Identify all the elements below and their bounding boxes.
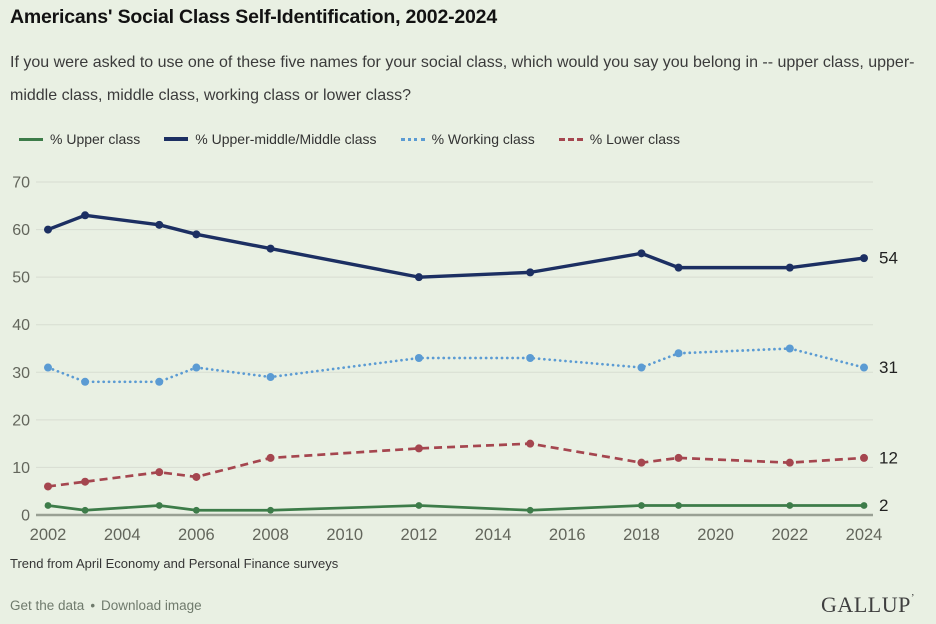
x-tick-label: 2016	[549, 526, 586, 544]
data-point-working-2015[interactable]	[526, 354, 535, 363]
data-point-upper-2019[interactable]	[675, 502, 682, 509]
data-point-working-2005[interactable]	[155, 377, 164, 386]
y-tick-label: 50	[12, 270, 30, 287]
y-tick-label: 40	[12, 317, 30, 334]
page-title: Americans' Social Class Self-Identificat…	[10, 6, 497, 28]
data-point-lower-2015[interactable]	[526, 439, 535, 448]
data-point-upper-2018[interactable]	[638, 502, 645, 509]
x-tick-label: 2006	[178, 526, 215, 544]
y-tick-label: 60	[12, 222, 30, 239]
data-point-lower-2005[interactable]	[155, 468, 164, 477]
data-point-upper-2008[interactable]	[267, 506, 274, 514]
data-point-working-2002[interactable]	[44, 363, 52, 372]
legend-item-lower-class: % Lower class	[558, 131, 681, 147]
data-point-middle-2005[interactable]	[155, 220, 164, 229]
data-point-middle-2006[interactable]	[192, 230, 201, 239]
data-point-upper-2012[interactable]	[415, 502, 423, 509]
legend-label: % Lower class	[589, 131, 681, 147]
data-point-middle-2019[interactable]	[674, 263, 683, 272]
data-point-lower-2018[interactable]	[637, 458, 646, 467]
x-tick-label: 2018	[623, 526, 660, 544]
data-point-lower-2012[interactable]	[414, 444, 423, 453]
y-tick-label: 30	[12, 365, 30, 382]
series-end-label-lower: 12	[879, 448, 898, 467]
y-tick-label: 10	[12, 460, 30, 477]
y-tick-label: 0	[21, 508, 30, 525]
legend-item-upper-class: % Upper class	[19, 131, 140, 147]
data-point-working-2018[interactable]	[637, 363, 646, 372]
data-point-upper-2006[interactable]	[192, 506, 200, 514]
series-end-label-working: 31	[879, 358, 898, 377]
legend-swatch-lower-class-icon	[558, 137, 583, 141]
series-line-working	[46, 347, 866, 384]
data-point-upper-2024[interactable]	[860, 502, 868, 509]
series-end-label-middle: 54	[879, 249, 898, 268]
legend-item-working-class: % Working class	[400, 131, 535, 147]
series-line-lower	[47, 442, 865, 488]
legend-label: % Upper-middle/Middle class	[195, 131, 377, 147]
gallup-logo-trademark: ’	[910, 592, 915, 604]
x-tick-label: 2024	[846, 526, 883, 544]
data-point-middle-2024[interactable]	[860, 254, 868, 263]
x-tick-label: 2008	[252, 526, 289, 544]
legend-swatch-working-class-icon	[400, 137, 425, 141]
x-tick-label: 2022	[771, 526, 808, 544]
data-point-middle-2022[interactable]	[785, 263, 794, 272]
data-point-lower-2002[interactable]	[44, 482, 52, 491]
x-tick-label: 2020	[697, 526, 734, 544]
data-point-upper-2022[interactable]	[786, 502, 794, 509]
footer-links: Get the data • Download image	[10, 598, 202, 613]
legend-label: % Working class	[431, 131, 535, 147]
footer-links-separator: •	[90, 598, 96, 613]
data-point-upper-2002[interactable]	[44, 502, 52, 509]
legend-item-upper-middle-middle-class: % Upper-middle/Middle class	[164, 131, 377, 147]
legend-swatch-upper-class-icon	[19, 137, 43, 141]
data-point-lower-2003[interactable]	[81, 477, 90, 486]
legend-swatch-upper-middle-middle-class-icon	[164, 137, 189, 141]
x-tick-label: 2012	[401, 526, 438, 544]
y-tick-label: 70	[12, 175, 30, 192]
chart-legend: % Upper class % Upper-middle/Middle clas…	[19, 131, 680, 147]
data-point-upper-2005[interactable]	[155, 502, 163, 509]
x-tick-label: 2004	[104, 526, 141, 544]
data-point-middle-2015[interactable]	[526, 268, 535, 277]
data-point-working-2008[interactable]	[266, 373, 275, 382]
data-point-middle-2012[interactable]	[414, 273, 423, 282]
data-point-working-2019[interactable]	[674, 349, 683, 358]
data-point-middle-2002[interactable]	[44, 225, 52, 234]
x-tick-label: 2014	[475, 526, 512, 544]
data-point-upper-2003[interactable]	[81, 506, 89, 514]
get-the-data-link[interactable]: Get the data	[10, 598, 85, 613]
data-point-lower-2006[interactable]	[192, 472, 201, 481]
series-line-upper	[47, 504, 864, 512]
data-point-working-2012[interactable]	[414, 354, 423, 363]
data-point-working-2003[interactable]	[81, 377, 90, 386]
data-point-lower-2008[interactable]	[266, 453, 275, 462]
gallup-logo-text: GALLUP	[821, 592, 911, 617]
gallup-logo: GALLUP’	[821, 592, 915, 618]
y-tick-label: 20	[12, 412, 30, 429]
series-line-middle	[47, 213, 865, 279]
series-end-label-upper: 2	[879, 496, 888, 515]
x-tick-label: 2010	[326, 526, 363, 544]
data-point-upper-2015[interactable]	[526, 506, 534, 514]
x-tick-label: 2002	[30, 526, 67, 544]
chart-subtitle: If you were asked to use one of these fi…	[10, 54, 915, 104]
chart-footnote: Trend from April Economy and Personal Fi…	[10, 556, 339, 571]
data-point-middle-2008[interactable]	[266, 244, 275, 253]
download-image-link[interactable]: Download image	[101, 598, 202, 613]
data-point-lower-2019[interactable]	[674, 453, 683, 462]
data-point-working-2024[interactable]	[860, 363, 868, 372]
data-point-working-2006[interactable]	[192, 363, 201, 372]
data-point-lower-2024[interactable]	[860, 453, 868, 462]
data-point-lower-2022[interactable]	[785, 458, 794, 467]
data-point-working-2022[interactable]	[785, 344, 794, 353]
legend-label: % Upper class	[50, 131, 141, 147]
data-point-middle-2018[interactable]	[637, 249, 646, 258]
data-point-middle-2003[interactable]	[81, 211, 90, 220]
